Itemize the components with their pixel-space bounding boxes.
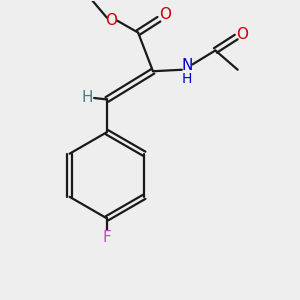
Text: O: O	[105, 13, 117, 28]
Text: O: O	[159, 7, 171, 22]
Text: F: F	[103, 230, 111, 245]
Text: H: H	[182, 72, 192, 86]
Text: O: O	[236, 27, 248, 42]
Text: H: H	[82, 91, 93, 106]
Text: N: N	[182, 58, 193, 73]
